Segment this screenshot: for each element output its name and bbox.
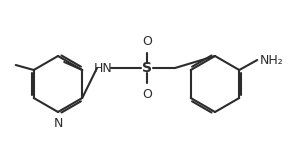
Text: O: O — [142, 88, 152, 101]
Text: HN: HN — [94, 61, 112, 75]
Text: N: N — [53, 117, 63, 130]
Text: NH₂: NH₂ — [259, 54, 283, 66]
Text: S: S — [142, 61, 152, 75]
Text: O: O — [142, 35, 152, 48]
